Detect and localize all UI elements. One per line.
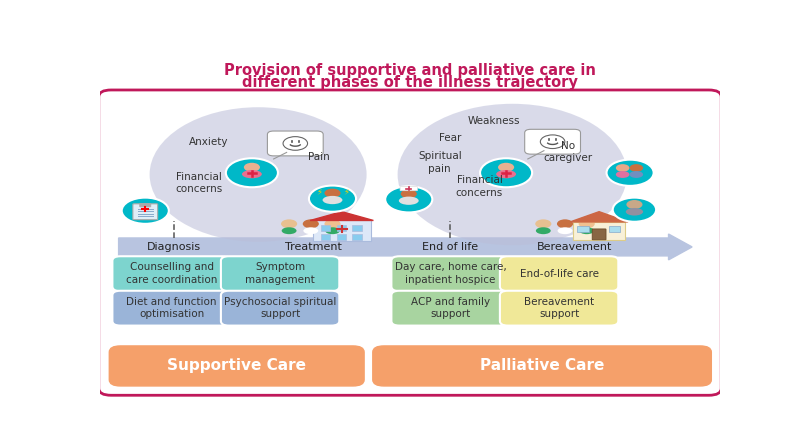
Circle shape xyxy=(480,158,532,187)
FancyBboxPatch shape xyxy=(313,220,370,241)
FancyBboxPatch shape xyxy=(140,203,151,207)
FancyBboxPatch shape xyxy=(577,226,589,232)
FancyBboxPatch shape xyxy=(112,291,231,326)
Circle shape xyxy=(122,198,169,224)
Text: Financial
concerns: Financial concerns xyxy=(175,172,223,194)
Text: ⚡: ⚡ xyxy=(316,187,322,196)
Circle shape xyxy=(606,159,654,186)
Ellipse shape xyxy=(558,227,573,234)
Circle shape xyxy=(557,220,573,228)
Text: Diagnosis: Diagnosis xyxy=(147,242,202,252)
FancyBboxPatch shape xyxy=(573,222,626,240)
FancyBboxPatch shape xyxy=(133,204,158,220)
Ellipse shape xyxy=(630,171,643,178)
FancyBboxPatch shape xyxy=(400,186,418,191)
Ellipse shape xyxy=(496,170,516,178)
Circle shape xyxy=(630,164,643,172)
Text: No
caregiver: No caregiver xyxy=(543,141,593,163)
Circle shape xyxy=(226,158,278,187)
FancyBboxPatch shape xyxy=(500,256,618,291)
Text: Pain: Pain xyxy=(308,152,330,162)
FancyBboxPatch shape xyxy=(352,225,362,231)
FancyBboxPatch shape xyxy=(525,129,581,154)
FancyBboxPatch shape xyxy=(221,256,339,291)
Text: Day care, home care,
inpatient hospice: Day care, home care, inpatient hospice xyxy=(394,263,506,285)
Text: Supportive Care: Supportive Care xyxy=(167,358,306,374)
Text: Bereavement: Bereavement xyxy=(537,242,612,252)
Text: Spiritual
pain: Spiritual pain xyxy=(418,151,462,174)
Circle shape xyxy=(616,164,630,172)
Ellipse shape xyxy=(150,107,366,242)
Ellipse shape xyxy=(626,208,643,215)
FancyBboxPatch shape xyxy=(112,256,231,291)
Text: Fear: Fear xyxy=(439,133,462,143)
Polygon shape xyxy=(310,211,374,220)
Text: Palliative Care: Palliative Care xyxy=(480,358,604,374)
Text: Provision of supportive and palliative care in: Provision of supportive and palliative c… xyxy=(224,63,596,78)
Ellipse shape xyxy=(282,227,297,234)
FancyBboxPatch shape xyxy=(609,226,620,232)
FancyBboxPatch shape xyxy=(391,291,510,326)
Circle shape xyxy=(613,198,656,222)
FancyBboxPatch shape xyxy=(592,229,606,240)
Ellipse shape xyxy=(325,227,340,234)
Circle shape xyxy=(626,200,642,209)
Ellipse shape xyxy=(536,227,550,234)
Ellipse shape xyxy=(579,227,594,234)
Circle shape xyxy=(325,189,341,198)
Text: Bereavement
support: Bereavement support xyxy=(524,297,594,319)
Circle shape xyxy=(302,220,319,228)
FancyBboxPatch shape xyxy=(352,234,362,240)
Text: Treatment: Treatment xyxy=(286,242,342,252)
FancyBboxPatch shape xyxy=(337,225,346,231)
FancyBboxPatch shape xyxy=(98,90,722,395)
Text: Financial
concerns: Financial concerns xyxy=(456,175,503,198)
Polygon shape xyxy=(570,211,628,222)
Text: different phases of the illness trajectory: different phases of the illness trajecto… xyxy=(242,74,578,90)
FancyArrow shape xyxy=(118,234,692,260)
Text: Psychosocial spiritual
support: Psychosocial spiritual support xyxy=(224,297,336,319)
Text: End of life: End of life xyxy=(422,242,478,252)
Text: Counselling and
care coordination: Counselling and care coordination xyxy=(126,263,218,285)
Text: ⚡: ⚡ xyxy=(343,187,349,196)
FancyBboxPatch shape xyxy=(221,291,339,326)
Text: End-of-life care: End-of-life care xyxy=(520,269,598,279)
Circle shape xyxy=(244,163,260,172)
FancyBboxPatch shape xyxy=(373,346,711,386)
Circle shape xyxy=(386,186,432,212)
FancyBboxPatch shape xyxy=(267,131,323,156)
Ellipse shape xyxy=(398,104,627,245)
Text: ACP and family
support: ACP and family support xyxy=(411,297,490,319)
FancyBboxPatch shape xyxy=(321,234,330,240)
FancyBboxPatch shape xyxy=(500,291,618,326)
Circle shape xyxy=(281,220,297,228)
Circle shape xyxy=(540,135,565,149)
Circle shape xyxy=(325,220,341,228)
FancyBboxPatch shape xyxy=(337,234,346,240)
Ellipse shape xyxy=(303,227,318,234)
Ellipse shape xyxy=(322,196,342,204)
Text: Weakness: Weakness xyxy=(467,116,520,126)
FancyBboxPatch shape xyxy=(110,346,364,386)
Ellipse shape xyxy=(399,197,418,205)
Text: Symptom
management: Symptom management xyxy=(246,263,315,285)
Circle shape xyxy=(498,163,514,172)
Circle shape xyxy=(309,185,356,212)
FancyBboxPatch shape xyxy=(391,256,510,291)
Text: Anxiety: Anxiety xyxy=(189,137,228,147)
Ellipse shape xyxy=(616,171,630,178)
Circle shape xyxy=(578,220,594,228)
FancyBboxPatch shape xyxy=(321,225,330,231)
Circle shape xyxy=(283,137,307,150)
Circle shape xyxy=(535,220,551,228)
Text: Diet and function
optimisation: Diet and function optimisation xyxy=(126,297,217,319)
Ellipse shape xyxy=(242,170,262,178)
Circle shape xyxy=(401,190,417,198)
